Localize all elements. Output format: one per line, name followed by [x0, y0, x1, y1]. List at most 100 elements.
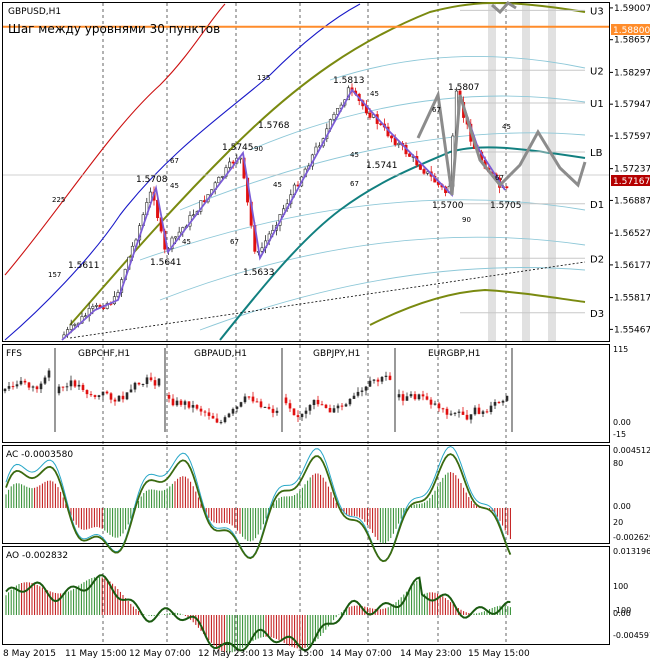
ffs-body: [425, 396, 429, 400]
ffs-body: [47, 370, 51, 378]
ao-panel-frame: [2, 546, 610, 645]
ffs-candles: [3, 348, 513, 432]
ffs-body: [453, 412, 457, 414]
band-line: [199, 267, 586, 331]
ffs-body: [57, 386, 61, 394]
current-price: 1.57167: [613, 177, 650, 187]
ffs-body: [235, 406, 239, 409]
candle-body: [94, 305, 98, 307]
band-line: [159, 236, 586, 301]
ffs-body: [356, 391, 360, 396]
ffs-body: [35, 386, 39, 390]
ffs-body: [23, 380, 27, 383]
ffs-body: [97, 395, 101, 397]
ao-histogram: [5, 576, 511, 653]
swing-size-label: 135: [257, 74, 270, 82]
band-line: [249, 95, 586, 151]
dotted-trendline: [69, 261, 586, 339]
ffs-body: [11, 386, 15, 388]
price-label: 1.58657: [614, 36, 650, 46]
level-label: D2: [590, 254, 604, 265]
ffs-body: [384, 375, 388, 377]
pivot-label: 1.5745: [222, 143, 254, 153]
ffs-body: [223, 417, 227, 423]
ffs-body: [187, 401, 191, 408]
ffs-body: [125, 392, 129, 400]
candle-body: [408, 153, 412, 157]
time-label: 12 May 23:00: [198, 649, 260, 659]
candle-body: [91, 306, 95, 309]
forecast-path-top: [491, 1, 517, 15]
ffs-body: [199, 408, 203, 412]
ffs-body: [15, 384, 19, 387]
ffs-body: [292, 408, 296, 416]
ffs-body: [469, 414, 473, 420]
ffs-body: [497, 402, 501, 404]
ffs-body: [31, 386, 35, 388]
ffs-body: [437, 403, 441, 409]
level-label: U1: [590, 99, 604, 110]
ffs-body: [457, 411, 461, 413]
time-label: 14 May 07:00: [330, 649, 392, 659]
price-label: 1.56177: [614, 261, 650, 271]
ffs-body: [263, 406, 267, 408]
ffs-body: [105, 391, 109, 394]
ffs-body: [93, 395, 97, 397]
pivot-label: 1.5741: [366, 161, 398, 171]
candle-body: [390, 135, 394, 139]
ffs-body: [413, 394, 417, 400]
ac-axis-label: 20: [613, 518, 623, 527]
forecast-zone: [522, 3, 530, 341]
level-label: D1: [590, 200, 604, 211]
ao-axis-label: -0.004597: [613, 631, 650, 640]
ffs-axis-label: -15: [613, 430, 626, 439]
ffs-body: [211, 415, 215, 419]
candle-body: [217, 176, 221, 184]
ffs-body: [376, 379, 380, 382]
candle-body: [69, 324, 73, 330]
price-axis: 1.59007 1.58657 1.58297 1.57947 1.57597 1.572…: [609, 4, 650, 335]
ffs-body: [207, 412, 211, 416]
ffs-body: [304, 410, 308, 414]
ffs-body: [117, 395, 121, 402]
ffs-body: [368, 380, 372, 387]
ffs-body: [449, 413, 453, 415]
ffs-body: [133, 382, 137, 390]
ffs-body: [19, 380, 23, 385]
forecast-zone: [548, 3, 556, 341]
candle-body: [418, 164, 422, 170]
pair-label: EURGBP,H1: [428, 349, 480, 359]
ffs-body: [129, 389, 133, 393]
time-label: 15 May 15:00: [468, 649, 530, 659]
swing-size-label: 45: [350, 151, 359, 159]
ffs-body: [388, 375, 392, 380]
swing-labels: 225 157 67 45 45 67 90 45 135 67 45 45 67 67 45 90: [48, 74, 511, 279]
swing-size-label: 45: [502, 123, 511, 131]
ffs-body: [259, 401, 263, 408]
swing-size-label: 225: [52, 196, 65, 204]
ffs-body: [191, 405, 195, 408]
ffs-body: [461, 411, 465, 415]
swing-size-label: 45: [370, 90, 379, 98]
pivot-labels: 1.5611 1.5708 1.5641 1.5745 1.5633 1.5768 1.58…: [68, 76, 522, 278]
price-label: 1.56527: [614, 229, 650, 239]
candle-body: [174, 236, 178, 239]
pivot-label: 1.5611: [68, 261, 100, 271]
ffs-body: [481, 411, 485, 414]
ffs-title: FFS: [6, 349, 22, 359]
ffs-body: [433, 403, 437, 405]
ffs-body: [255, 401, 259, 403]
swing-size-label: 67: [495, 174, 504, 182]
teal-moving-average: [219, 146, 586, 341]
price-label: 1.55817: [614, 294, 650, 304]
ffs-body: [465, 414, 469, 420]
swing-size-label: 45: [273, 181, 282, 189]
ffs-body: [332, 408, 336, 413]
time-label: 12 May 07:00: [129, 649, 191, 659]
swing-size-label: 45: [182, 238, 191, 246]
ffs-axis-labels: 115 0.00 -15: [613, 345, 631, 439]
ffs-body: [489, 405, 493, 413]
ffs-body: [39, 383, 43, 390]
